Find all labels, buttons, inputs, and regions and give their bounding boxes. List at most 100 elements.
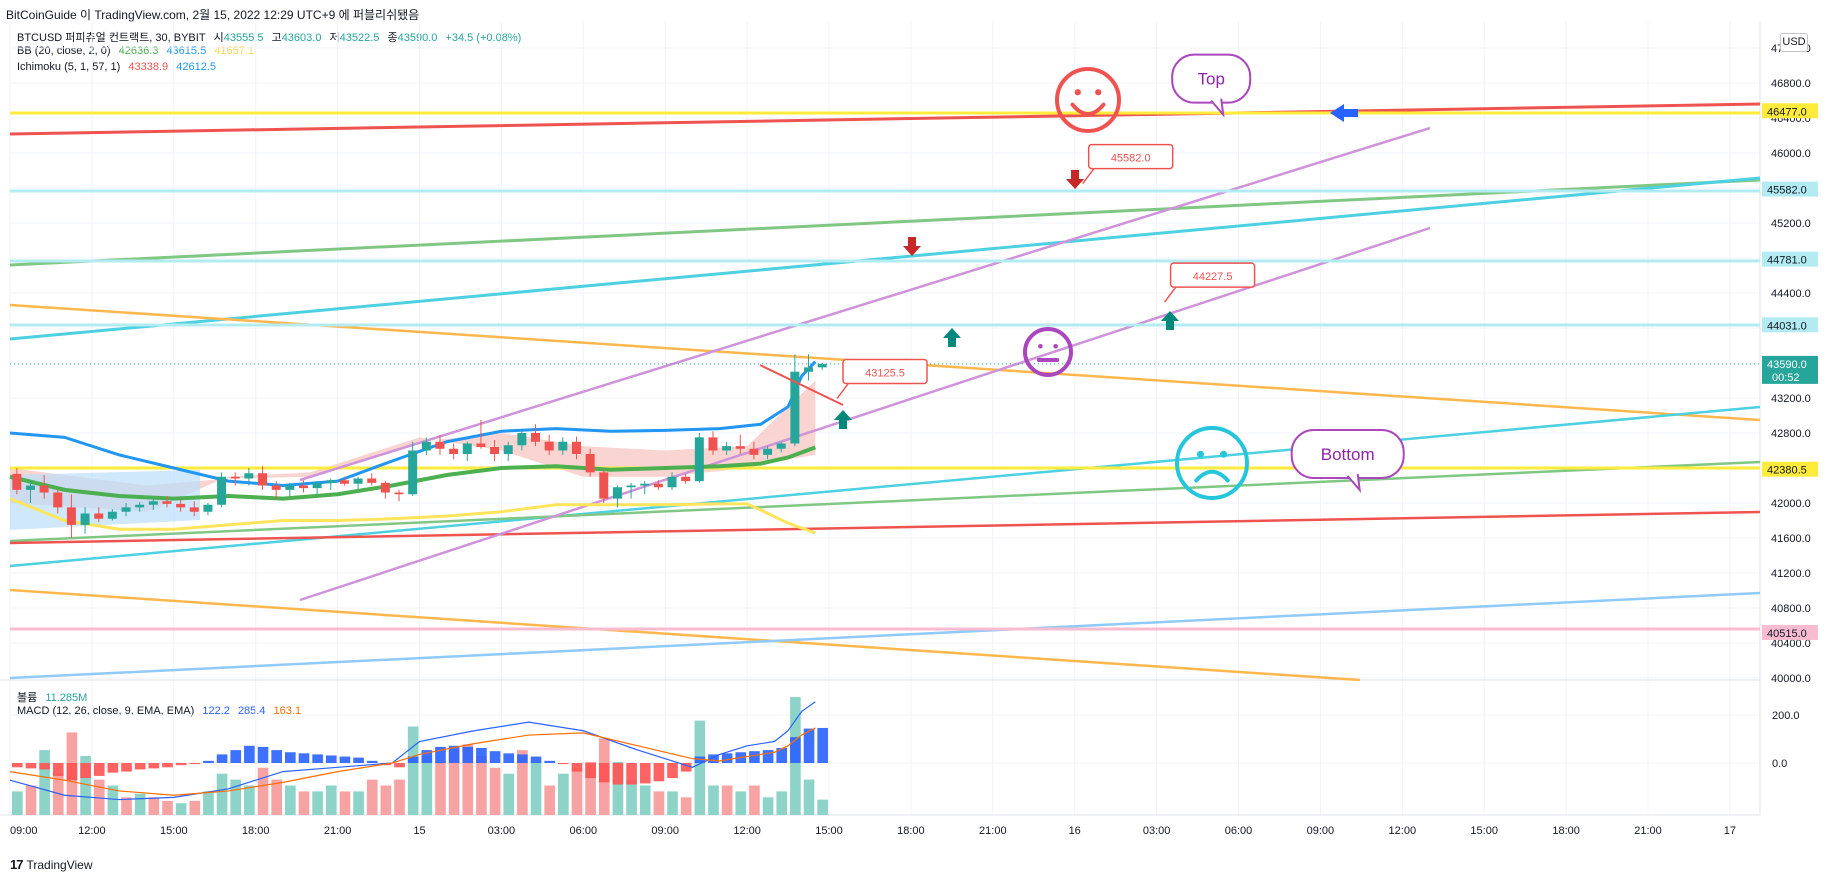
volume-bar (517, 750, 528, 815)
candle-body (544, 441, 554, 451)
macd-hist-bar (134, 763, 146, 770)
price-callout: 43125.5 (836, 358, 928, 399)
macd-hist-bar (80, 763, 91, 779)
candle (708, 431, 718, 455)
price-tag-label: 42380.5 (1767, 465, 1807, 477)
volume-bar (667, 791, 678, 815)
macd-hist-bar (503, 753, 515, 763)
candle-body (230, 476, 240, 479)
signal-line (9, 727, 816, 796)
candle-body (107, 511, 117, 519)
macd-hist-bar (626, 763, 637, 785)
trend-lines (9, 102, 1761, 682)
macd-hist-bar (148, 763, 160, 769)
macd-hist-bar (312, 754, 323, 763)
candle-body (667, 476, 677, 488)
price-tag: 46477.0 (1762, 103, 1818, 119)
ichimoku-value-2: 42612.5 (176, 61, 216, 73)
candle-body (298, 485, 308, 489)
trend-line (9, 176, 1761, 341)
volume-value: 11.285M (45, 692, 88, 704)
candle (804, 354, 814, 381)
candle (12, 468, 22, 495)
candle-body (653, 483, 663, 488)
time-tick-label: 15:00 (815, 825, 843, 837)
up-arrow-icon (943, 328, 961, 347)
candle (776, 441, 786, 453)
candle (298, 480, 308, 493)
candle-body (66, 507, 76, 525)
volume-bar (339, 791, 351, 815)
candle-body (804, 367, 814, 372)
macd-hist-bar (339, 756, 351, 763)
face-outline (1055, 67, 1121, 133)
time-tick-label: 09:00 (1307, 825, 1335, 837)
up-arrow-icon (1161, 311, 1179, 330)
candle (612, 485, 622, 508)
macd-hist-bar (25, 763, 37, 769)
candle (339, 476, 349, 486)
candle-body (217, 476, 227, 505)
candle (121, 503, 131, 517)
volume-bar (639, 785, 651, 815)
brand-name: TradingView (26, 857, 93, 872)
price-tag-bg (1762, 103, 1818, 119)
time-tick-label: 15 (413, 825, 425, 837)
candle-body (585, 454, 595, 473)
price-callout: 44227.5 (1163, 262, 1256, 303)
volume-bar (52, 773, 64, 815)
bb-lower-line (9, 497, 816, 535)
price-tag: 42380.5 (1762, 461, 1818, 477)
price-tick-label: 42000.0 (1771, 498, 1811, 510)
candle-body (749, 448, 759, 455)
macd-hist-bar (407, 756, 419, 763)
macd-hist-bar (667, 763, 678, 779)
price-tag: 44031.0 (1762, 317, 1818, 333)
candle-body (285, 485, 295, 490)
macd-hist-bar (230, 750, 242, 763)
volume-bar (762, 797, 774, 815)
ichimoku-cloud (10, 380, 816, 530)
symbol-name: BTCUSD 퍼피츄얼 컨트랙트, 30, BYBIT (17, 32, 206, 44)
currency-button[interactable]: USD (1780, 33, 1808, 52)
candle (531, 424, 541, 447)
candle-body (326, 480, 336, 483)
macd-hist-bar (394, 763, 405, 768)
candle-body (449, 448, 459, 454)
volume-bar (803, 779, 815, 815)
macd-hist-bar (749, 751, 760, 763)
price-tag-bg (1762, 251, 1818, 267)
candle (667, 472, 677, 490)
macd-hist-bar (462, 746, 474, 763)
candle-body (722, 446, 732, 451)
macd-hist-bar (189, 763, 201, 765)
macd-hist-bar (517, 754, 528, 763)
macd-hist-bar (790, 737, 801, 763)
face-outline (1175, 426, 1249, 500)
time-tick-label: 18:00 (242, 825, 270, 837)
candle-body (408, 450, 418, 495)
candle (107, 509, 117, 521)
face-eye (1095, 89, 1102, 96)
candle-body (626, 485, 636, 488)
macd-hist-bar (421, 750, 433, 763)
tradingview-logo[interactable]: 17 TradingView (10, 857, 93, 872)
price-tag-label: 45582.0 (1767, 185, 1807, 197)
macd-hist-bar (598, 763, 610, 783)
candle-body (312, 482, 322, 489)
macd-hist-bar (680, 763, 692, 772)
volume-bar (325, 785, 337, 815)
candle (39, 475, 49, 499)
candle (94, 507, 104, 523)
candle (258, 466, 268, 490)
callout-pointer (836, 382, 850, 399)
macd-hist-bar (175, 763, 187, 766)
time-tick-label: 17 (1724, 825, 1736, 837)
macd-hist-bar (448, 745, 460, 763)
macd-hist-bar (93, 763, 105, 776)
volume-bar (93, 779, 105, 815)
price-tag-label: 40515.0 (1767, 628, 1807, 640)
candle (449, 443, 459, 460)
volume-bar (817, 799, 828, 815)
